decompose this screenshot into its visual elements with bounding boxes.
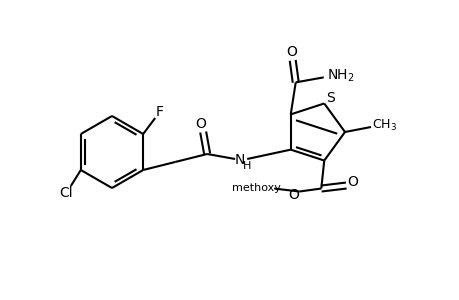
Text: H: H <box>242 161 251 171</box>
Text: N: N <box>235 153 245 167</box>
Text: O: O <box>196 117 206 131</box>
Text: O: O <box>287 188 298 202</box>
Text: Cl: Cl <box>59 186 73 200</box>
Text: NH$_2$: NH$_2$ <box>326 67 354 84</box>
Text: S: S <box>325 92 334 106</box>
Text: methoxy: methoxy <box>231 182 280 193</box>
Text: F: F <box>155 105 163 119</box>
Text: CH$_3$: CH$_3$ <box>372 118 397 133</box>
Text: O: O <box>346 175 357 188</box>
Text: O: O <box>285 45 297 59</box>
